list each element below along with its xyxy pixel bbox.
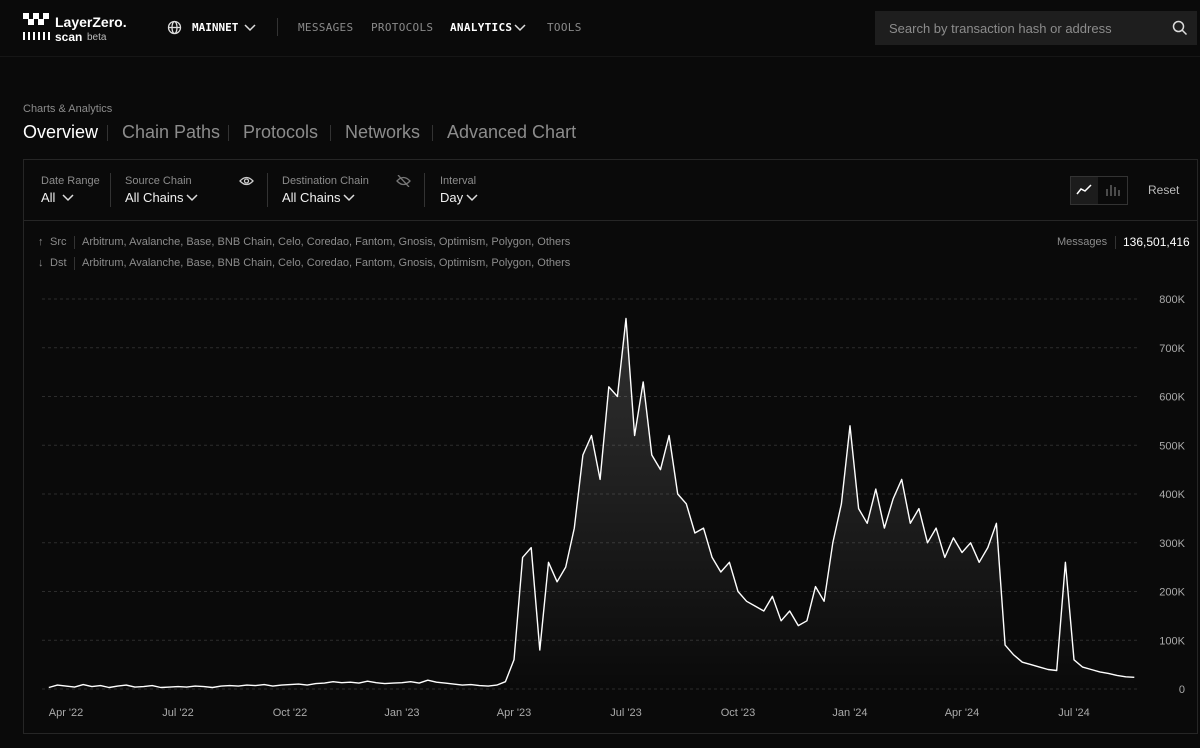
chevron [343,194,355,202]
header [0,0,1200,57]
x-tick-label: Apr '22 [49,707,84,719]
nav-link[interactable]: PROTOCOLS [371,21,434,34]
tab[interactable]: Networks [345,122,421,142]
filter-label: Interval [440,175,477,187]
search-icon[interactable] [1172,20,1188,36]
chart-toggle [1070,176,1128,205]
filter-value[interactable]: Day [440,190,464,205]
dst-arrow: ↓ [38,257,44,269]
src-arrow: ↑ [38,236,44,248]
divider [110,173,111,207]
filter-label: Destination Chain [282,175,369,187]
filter-value[interactable]: All [41,190,56,205]
divider [74,236,75,249]
y-tick-label: 600K [1159,392,1185,404]
tab[interactable]: Overview [23,122,99,142]
dst-chains: Arbitrum, Avalanche, Base, BNB Chain, Ce… [82,257,571,269]
chevron [514,24,526,32]
y-tick-label: 800K [1159,294,1185,306]
y-tick-label: 500K [1159,440,1185,452]
x-tick-label: Jul '23 [610,707,641,719]
filter-value[interactable]: All Chains [125,190,184,205]
y-tick-label: 0 [1179,684,1185,696]
logo-text: LayerZero. [55,14,127,30]
eye-icon[interactable] [239,175,254,187]
y-tick-label: 100K [1159,635,1185,647]
tab[interactable]: Advanced Chart [447,122,577,142]
search-placeholder: Search by transaction hash or address [889,21,1112,36]
dst-label: Dst [50,257,67,269]
chart: 0 100K 200K 300K 400K 500K 600K 700K 800K Apr '22… [42,294,1186,719]
x-tick-label: Jul '22 [162,707,193,719]
divider [24,220,1197,221]
tab[interactable]: Protocols [243,122,319,142]
line [48,317,1135,689]
x-tick-label: Oct '23 [721,707,756,719]
globe-icon [167,20,182,35]
divider [228,125,229,141]
y-tick-label: 400K [1159,489,1185,501]
x-tick-label: Apr '24 [945,707,980,719]
x-tick-label: Oct '22 [273,707,308,719]
eye-off-icon[interactable] [396,175,411,187]
x-tick-label: Jul '24 [1058,707,1089,719]
logo-icon [23,13,50,40]
nav-link[interactable]: MESSAGES [298,21,354,34]
chevron [466,194,478,202]
divider [277,18,278,36]
divider [432,125,433,141]
divider [424,173,425,207]
messages-value: 136,501,416 [1123,235,1190,249]
filter-label: Date Range [41,175,100,187]
logo-sub: scan [55,30,83,44]
chart-panel [23,159,1198,734]
area [48,318,1135,689]
filter-label: Source Chain [125,175,192,187]
messages-label: Messages [1057,236,1108,248]
chevron [62,194,74,202]
nav-link[interactable]: ANALYTICS [450,21,513,34]
y-tick-label: 200K [1159,587,1185,599]
logo-badge: beta [87,32,107,43]
nav-link[interactable]: TOOLS [547,21,582,34]
bar-icon[interactable] [1105,183,1121,197]
breadcrumb: Charts & Analytics [23,103,113,115]
y-tick-label: 300K [1159,538,1185,550]
network-selector[interactable]: MAINNET [192,21,239,34]
divider [107,125,108,141]
x-tick-label: Jan '23 [384,707,419,719]
line-icon [1076,184,1092,195]
tab[interactable]: Chain Paths [122,122,221,142]
divider [1115,236,1116,249]
y-tick-label: 700K [1159,343,1185,355]
src-chains: Arbitrum, Avalanche, Base, BNB Chain, Ce… [82,236,571,248]
search-box[interactable] [875,11,1197,45]
chevron [186,194,198,202]
x-tick-label: Jan '24 [832,707,867,719]
divider [74,257,75,270]
chevron [244,24,256,32]
divider [267,173,268,207]
reset-button[interactable]: Reset [1148,183,1180,197]
x-tick-label: Apr '23 [497,707,532,719]
src-label: Src [50,236,67,248]
divider [330,125,331,141]
filter-value[interactable]: All Chains [282,190,341,205]
